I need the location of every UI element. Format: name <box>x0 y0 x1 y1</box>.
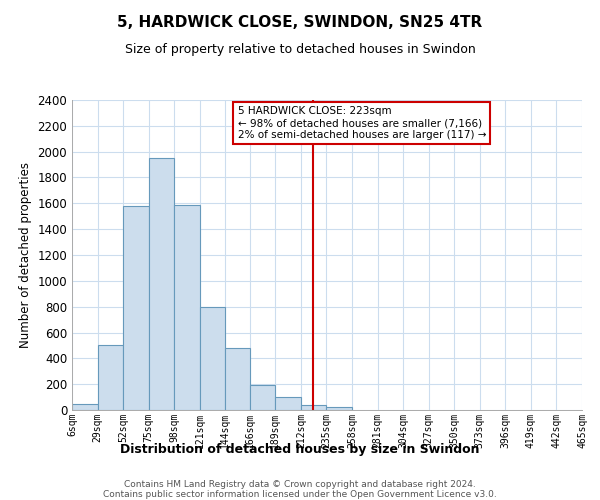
Bar <box>149 158 174 410</box>
Bar <box>174 204 200 410</box>
Bar <box>250 386 275 410</box>
Bar <box>301 406 326 410</box>
Text: Size of property relative to detached houses in Swindon: Size of property relative to detached ho… <box>125 42 475 56</box>
Bar <box>200 306 226 410</box>
Bar <box>98 346 123 410</box>
Y-axis label: Number of detached properties: Number of detached properties <box>19 162 32 348</box>
Text: Contains public sector information licensed under the Open Government Licence v3: Contains public sector information licen… <box>103 490 497 499</box>
Bar <box>123 206 149 410</box>
Text: 5, HARDWICK CLOSE, SWINDON, SN25 4TR: 5, HARDWICK CLOSE, SWINDON, SN25 4TR <box>118 15 482 30</box>
Bar <box>72 404 98 410</box>
Text: Distribution of detached houses by size in Swindon: Distribution of detached houses by size … <box>120 442 480 456</box>
Bar <box>275 397 301 410</box>
Bar <box>226 348 250 410</box>
Text: 5 HARDWICK CLOSE: 223sqm
← 98% of detached houses are smaller (7,166)
2% of semi: 5 HARDWICK CLOSE: 223sqm ← 98% of detach… <box>238 106 486 140</box>
Text: Contains HM Land Registry data © Crown copyright and database right 2024.: Contains HM Land Registry data © Crown c… <box>124 480 476 489</box>
Bar <box>326 407 352 410</box>
